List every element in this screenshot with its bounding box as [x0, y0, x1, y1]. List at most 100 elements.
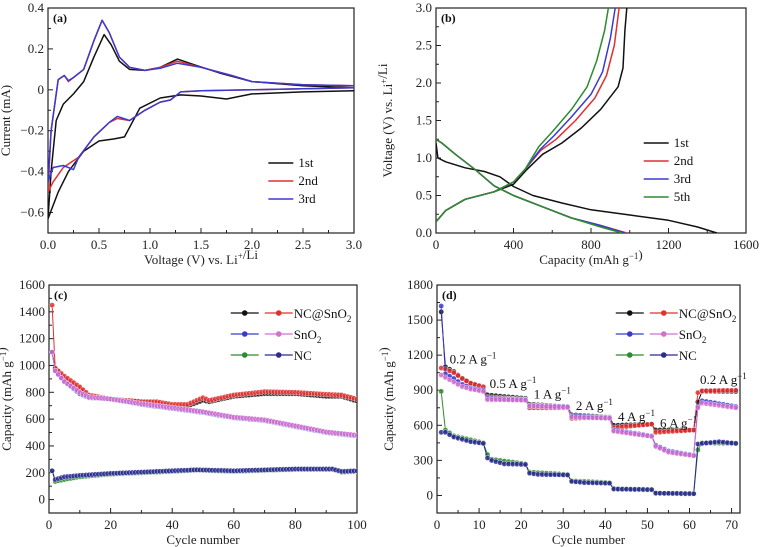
superscript: −1: [380, 352, 390, 362]
series-line-1st-discharge: [436, 142, 718, 233]
legend-label: NC: [294, 348, 312, 363]
y-tick-label: 600: [414, 417, 434, 432]
y-axis-label: Current (mA): [0, 85, 13, 156]
text-span: 0.5 A: [490, 376, 521, 391]
text-span: g: [381, 361, 396, 368]
rate-annotation: 4 A g−1: [618, 408, 655, 424]
legend-label: 1st: [674, 135, 690, 150]
data-point: [648, 433, 655, 440]
data-point: [564, 472, 571, 478]
y-tick-label: 3.0: [416, 0, 432, 15]
text-span: g: [597, 398, 604, 413]
text-span: Li: [380, 83, 395, 95]
x-tick-label: 10: [473, 517, 486, 532]
x-tick-label: 1.5: [193, 237, 209, 252]
text-span: NC: [294, 348, 312, 363]
data-point: [446, 376, 453, 383]
x-tick-label: 40: [166, 517, 179, 532]
series-line-2nd-discharge: [436, 138, 628, 233]
x-tick-label: 0.0: [40, 237, 56, 252]
x-tick-label: 800: [581, 237, 601, 252]
text-span: 1 A: [534, 386, 555, 401]
y-tick-label: −0.4: [20, 164, 44, 179]
x-axis-label: Voltage (V) vs. Li+/Li: [144, 247, 258, 267]
text-span: NC@: [294, 306, 324, 321]
x-axis-label: Capacity (mAh g−1): [539, 247, 642, 267]
legend-label: 2nd: [674, 153, 694, 168]
y-tick-label: 800: [26, 384, 46, 399]
data-point: [354, 396, 357, 402]
text-span: Capacity (mAh: [0, 368, 14, 451]
y-tick-label: 1400: [19, 304, 45, 319]
panel-label: (a): [53, 11, 67, 25]
superscript: −1: [527, 375, 537, 385]
superscript: −1: [0, 352, 8, 362]
data-point: [564, 404, 571, 411]
series-line-3rd-charge: [436, 8, 616, 223]
x-tick-label: 2.5: [295, 237, 311, 252]
x-tick-label: 20: [104, 517, 117, 532]
rate-annotation: 1 A g−1: [534, 385, 571, 401]
y-tick-label: 2.5: [416, 38, 432, 53]
x-tick-label: 2.0: [244, 237, 260, 252]
y-tick-label: 1200: [407, 347, 433, 362]
superscript: −1: [603, 397, 613, 407]
superscript: −1: [629, 251, 639, 261]
y-tick-label: 1200: [19, 331, 45, 346]
text-span: g: [681, 416, 688, 431]
series-line-3rd-anodic: [48, 19, 354, 182]
x-tick-label: 1200: [656, 237, 682, 252]
subscript: 2: [347, 314, 352, 324]
text-span: g: [0, 361, 14, 368]
data-point: [606, 415, 613, 422]
data-layer: [436, 8, 718, 233]
legend-marker: [660, 310, 667, 316]
rate-annotation: 0.5 A g−1: [490, 375, 537, 391]
data-layer: [438, 303, 739, 497]
legend-label: SnO2: [679, 327, 707, 345]
y-tick-label: 200: [26, 465, 46, 480]
series-line-3rd-discharge: [436, 138, 626, 233]
text-span: SnO: [324, 306, 347, 321]
y-tick-label: 1000: [19, 357, 45, 372]
y-axis-label: Capacity (mAh g−1): [0, 347, 14, 450]
text-span: NC: [679, 348, 697, 363]
data-point: [459, 375, 466, 382]
series-line-1st-charge: [436, 8, 628, 223]
text-span: g: [622, 252, 629, 267]
legend-label: 5th: [674, 189, 691, 204]
subscript: 2: [732, 314, 737, 324]
data-point: [49, 302, 55, 308]
x-axis-label: Cycle number: [552, 532, 626, 547]
data-point: [450, 379, 457, 385]
text-span: g: [480, 351, 487, 366]
y-tick-label: 1600: [19, 277, 45, 292]
x-tick-label: 30: [557, 517, 570, 532]
x-tick-label: 20: [515, 517, 528, 532]
x-tick-label: 1.0: [142, 237, 158, 252]
text-span: 4 A: [618, 409, 639, 424]
data-point: [733, 387, 739, 394]
x-tick-label: 60: [683, 517, 696, 532]
text-span: Cycle number: [166, 532, 240, 547]
text-span: 0.2 A: [700, 372, 731, 387]
rate-annotation: 0.2 A g−1: [700, 371, 747, 387]
text-span: SnO: [679, 327, 702, 342]
y-tick-label: 400: [26, 438, 46, 453]
data-point: [733, 440, 739, 447]
data-point: [480, 440, 487, 447]
legend-marker: [275, 331, 282, 337]
data-point: [438, 388, 445, 395]
data-point: [442, 374, 449, 381]
y-tick-label: 0.0: [416, 225, 432, 240]
legend-marker: [241, 352, 248, 358]
legend-marker: [626, 331, 633, 337]
x-tick-label: 0: [46, 517, 53, 532]
legend-marker: [241, 310, 248, 316]
chart-panel-a: 0.0 0.5 1.0 1.5 2.0 2.5 3.0 0.4 0.2 0 −0.2 −0.4 −0.6…: [0, 0, 362, 267]
superscript: −1: [737, 371, 747, 381]
legend-label: 1st: [298, 155, 314, 170]
text-span: NC@: [679, 306, 709, 321]
text-span: g: [639, 409, 646, 424]
